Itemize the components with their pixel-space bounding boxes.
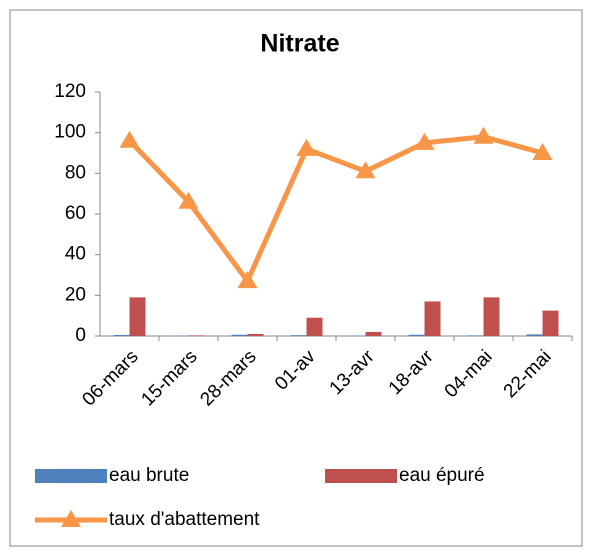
- y-tick-label: 60: [65, 203, 86, 224]
- bar: [306, 317, 323, 336]
- bar: [113, 334, 130, 336]
- line-marker: [414, 132, 435, 150]
- y-tick-label: 80: [65, 162, 86, 183]
- line-marker: [355, 161, 376, 179]
- legend-label: eau brute: [109, 465, 189, 486]
- line-marker: [532, 143, 553, 160]
- bar: [467, 335, 484, 336]
- y-tick-label: 120: [54, 81, 86, 102]
- y-tick-label: 0: [75, 325, 86, 346]
- bar: [231, 334, 248, 336]
- line-marker: [473, 126, 494, 144]
- line-marker: [296, 138, 317, 156]
- bar: [526, 334, 543, 336]
- legend-marker: [61, 510, 81, 527]
- legend-swatch: [35, 469, 107, 483]
- y-tick-label: 100: [54, 122, 86, 143]
- chart-title: Nitrate: [260, 30, 339, 58]
- line-marker: [119, 130, 140, 148]
- bar: [542, 310, 559, 336]
- bar: [365, 331, 382, 336]
- chart-frame: [9, 9, 583, 547]
- bar: [408, 334, 425, 336]
- bar: [483, 297, 500, 336]
- legend-swatch: [325, 469, 397, 483]
- bar: [129, 297, 146, 336]
- bar: [188, 335, 205, 336]
- y-tick-label: 20: [65, 284, 86, 305]
- y-tick-label: 40: [65, 244, 86, 265]
- line: [127, 134, 544, 284]
- bar: [290, 335, 307, 336]
- legend-label: eau épuré: [399, 465, 485, 486]
- legend-label: taux d'abattement: [109, 509, 260, 530]
- line-marker: [178, 191, 199, 209]
- line-marker: [237, 271, 258, 289]
- bar: [424, 301, 441, 336]
- bar: [247, 333, 264, 336]
